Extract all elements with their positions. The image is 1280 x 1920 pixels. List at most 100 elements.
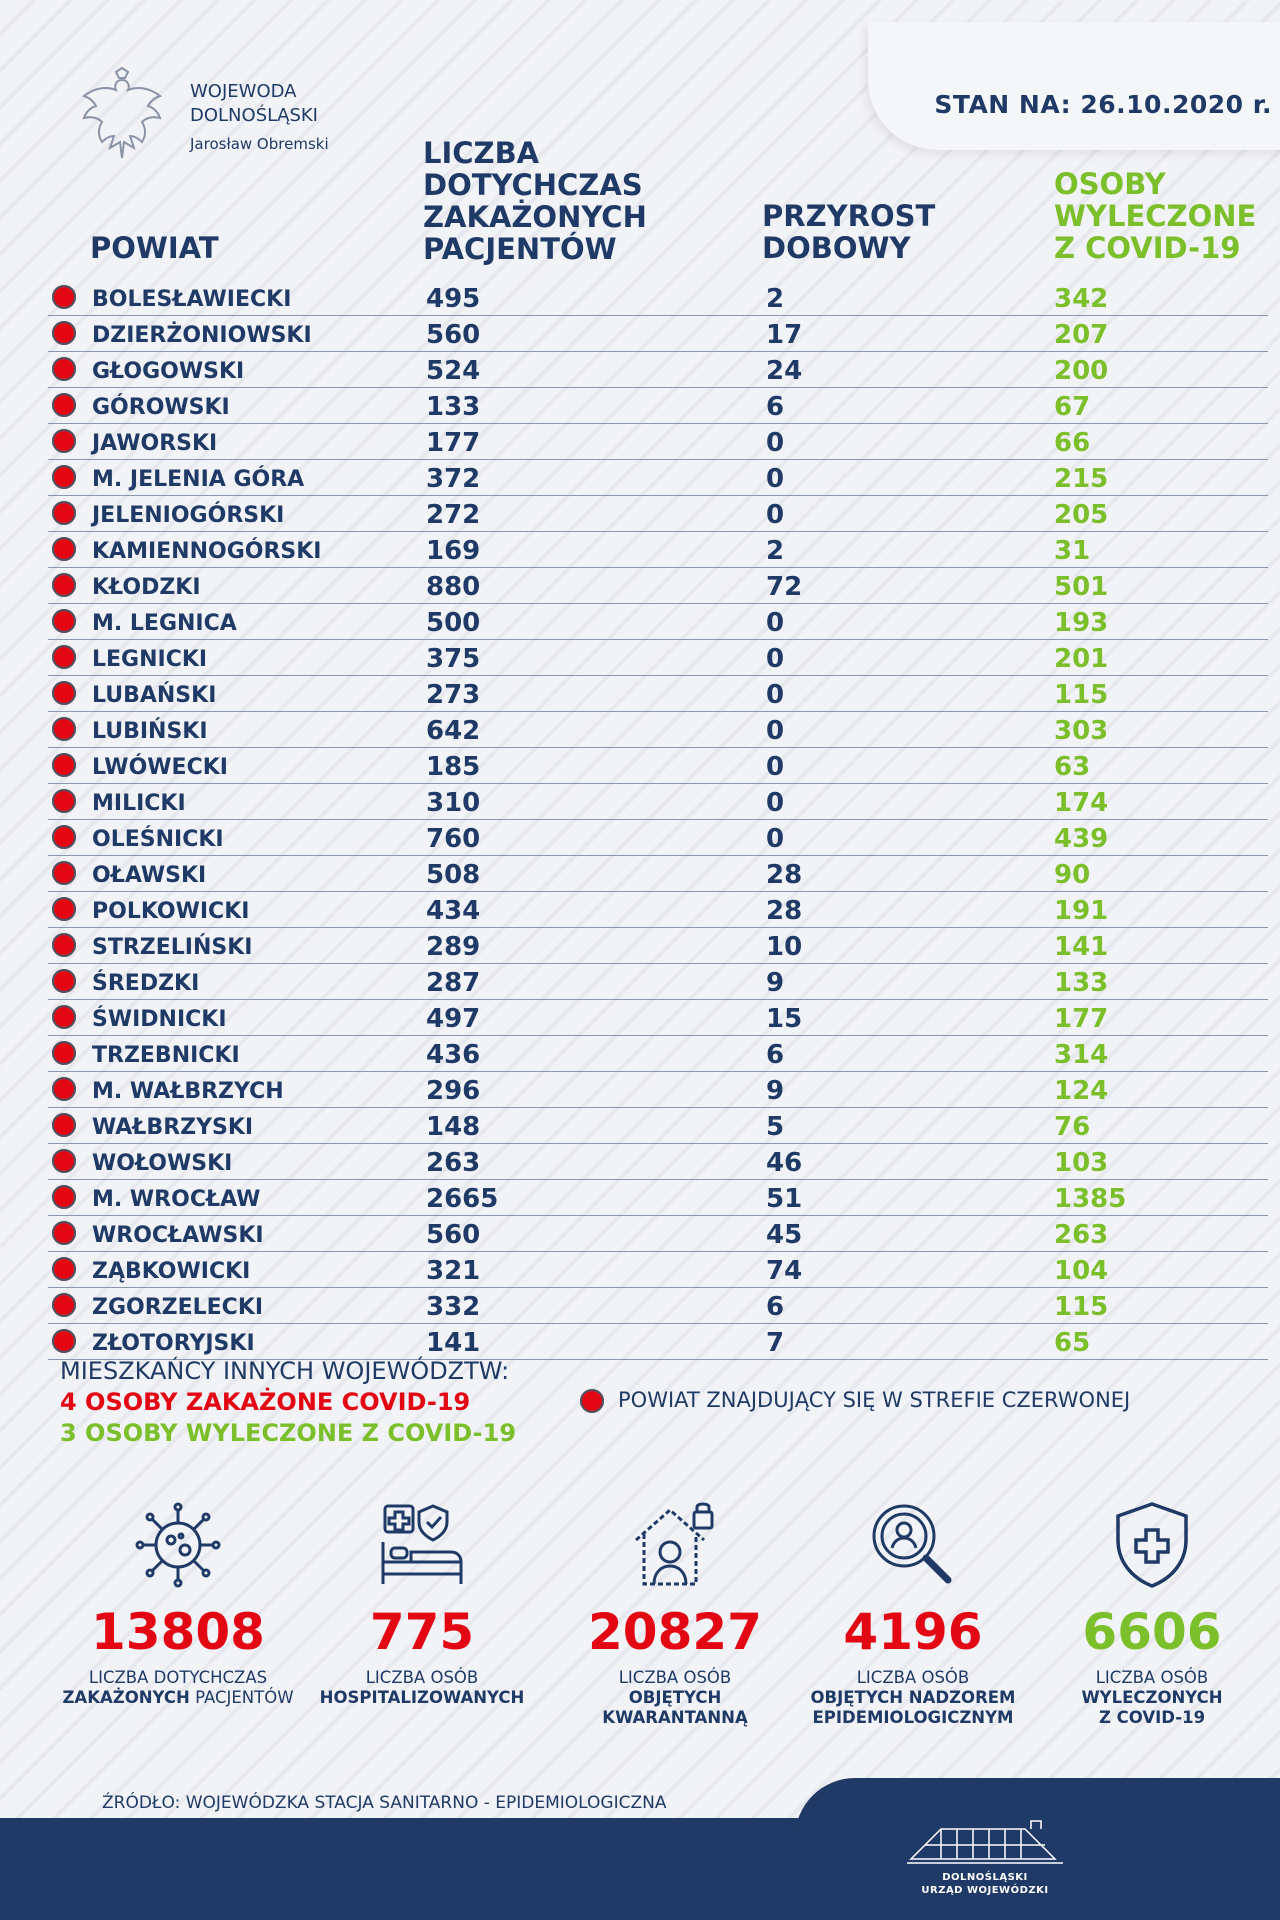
increase-value: 0 — [766, 716, 785, 746]
issuer-block: WOJEWODA DOLNOŚLĄSKI Jarosław Obremski — [190, 80, 329, 156]
increase-value: 0 — [766, 428, 785, 458]
powiat-name: GÓROWSKI — [92, 395, 230, 420]
stat-label-bold: ZAKAŻONYCH — [62, 1688, 190, 1707]
red-zone-dot-icon — [52, 285, 76, 309]
red-zone-dot-icon — [52, 429, 76, 453]
powiat-name: WOŁOWSKI — [92, 1151, 233, 1176]
powiat-name: M. WROCŁAW — [92, 1187, 261, 1212]
stat-surveillance: 4196 LICZBA OSÓB OBJĘTYCH NADZOREM EPIDE… — [793, 1500, 1033, 1728]
increase-value: 0 — [766, 680, 785, 710]
other-title: MIESZKAŃCY INNYCH WOJEWÓDZTW: — [60, 1357, 510, 1385]
increase-value: 0 — [766, 644, 785, 674]
powiat-name: LUBIŃSKI — [92, 719, 208, 744]
red-zone-dot-icon — [52, 573, 76, 597]
stat-hospitalized-label: LICZBA OSÓB HOSPITALIZOWANYCH — [302, 1668, 542, 1708]
powiat-name: TRZEBNICKI — [92, 1043, 240, 1068]
header-recovered: OSOBY WYLECZONE Z COVID-19 — [1054, 168, 1256, 264]
increase-value: 28 — [766, 860, 803, 890]
table-row: ŚREDZKI 287 9 133 — [48, 964, 1268, 1000]
cases-value: 141 — [426, 1328, 481, 1358]
table-row: STRZELIŃSKI 289 10 141 — [48, 928, 1268, 964]
stat-surveillance-value: 4196 — [843, 1603, 983, 1661]
header-recovered-line: WYLECZONE — [1054, 199, 1257, 233]
increase-value: 24 — [766, 356, 803, 386]
cases-value: 296 — [426, 1076, 481, 1106]
recovered-value: 115 — [1054, 1292, 1109, 1322]
cases-value: 185 — [426, 752, 481, 782]
table-row: OŁAWSKI 508 28 90 — [48, 856, 1268, 892]
powiat-name: M. LEGNICA — [92, 611, 237, 636]
red-zone-dot-icon — [580, 1389, 604, 1413]
table-row: KŁODZKI 880 72 501 — [48, 568, 1268, 604]
header-increase-line: DOBOWY — [762, 231, 911, 265]
red-zone-dot-icon — [52, 537, 76, 561]
cases-value: 500 — [426, 608, 481, 638]
stat-surveillance-label: LICZBA OSÓB OBJĘTYCH NADZOREM EPIDEMIOLO… — [793, 1668, 1033, 1728]
powiat-name: GŁOGOWSKI — [92, 359, 245, 384]
recovered-value: 67 — [1054, 392, 1091, 422]
building-logo-icon — [907, 1820, 1063, 1864]
recovered-value: 1385 — [1054, 1184, 1127, 1214]
increase-value: 45 — [766, 1220, 803, 1250]
increase-value: 6 — [766, 1292, 785, 1322]
other-recovered: 3 OSOBY WYLECZONE Z COVID-19 — [60, 1419, 517, 1447]
table-row: DZIERŻONIOWSKI 560 17 207 — [48, 316, 1268, 352]
powiat-name: ZĄBKOWICKI — [92, 1259, 251, 1284]
red-zone-dot-icon — [52, 321, 76, 345]
red-zone-dot-icon — [52, 1113, 76, 1137]
cases-value: 372 — [426, 464, 481, 494]
recovered-value: 66 — [1054, 428, 1091, 458]
powiat-name: JAWORSKI — [92, 431, 218, 456]
increase-value: 0 — [766, 752, 785, 782]
powiat-name: ŚWIDNICKI — [92, 1007, 227, 1032]
increase-value: 0 — [766, 500, 785, 530]
red-zone-dot-icon — [52, 645, 76, 669]
shield-cross-icon — [1116, 1502, 1188, 1588]
magnifier-person-icon — [872, 1504, 952, 1584]
recovered-value: 207 — [1054, 320, 1109, 350]
powiat-name: LEGNICKI — [92, 647, 208, 672]
recovered-value: 65 — [1054, 1328, 1091, 1358]
increase-value: 9 — [766, 1076, 785, 1106]
table-row: ZGORZELECKI 332 6 115 — [48, 1288, 1268, 1324]
footer-logo-line2: URZĄD WOJEWÓDZKI — [921, 1885, 1049, 1896]
powiat-table: BOLESŁAWIECKI 495 2 342 DZIERŻONIOWSKI 560 17 2… — [48, 280, 1268, 1360]
other-infected: 4 OSOBY ZAKAŻONE COVID-19 — [60, 1388, 471, 1416]
cases-value: 495 — [426, 284, 481, 314]
stat-label-bold: EPIDEMIOLOGICZNYM — [812, 1708, 1014, 1727]
footer-logo-line1: DOLNOŚLĄSKI — [942, 1872, 1028, 1883]
powiat-name: ZGORZELECKI — [92, 1295, 264, 1320]
recovered-value: 133 — [1054, 968, 1109, 998]
date-label: STAN NA: 26.10.2020 r. — [934, 90, 1272, 119]
red-zone-dot-icon — [52, 465, 76, 489]
stat-label-line: LICZBA OSÓB — [365, 1668, 479, 1687]
recovered-value: 263 — [1054, 1220, 1109, 1250]
powiat-name: MILICKI — [92, 791, 186, 816]
house-person-icon — [635, 1502, 714, 1586]
table-row: LUBIŃSKI 642 0 303 — [48, 712, 1268, 748]
red-zone-dot-icon — [52, 1005, 76, 1029]
powiat-name: WAŁBRZYSKI — [92, 1115, 254, 1140]
table-row: ŚWIDNICKI 497 15 177 — [48, 1000, 1268, 1036]
header-cases-line: ZAKAŻONYCH — [423, 200, 647, 234]
powiat-name: M. JELENIA GÓRA — [92, 467, 305, 492]
table-row: WROCŁAWSKI 560 45 263 — [48, 1216, 1268, 1252]
cases-value: 880 — [426, 572, 481, 602]
table-row: GÓROWSKI 133 6 67 — [48, 388, 1268, 424]
recovered-value: 124 — [1054, 1076, 1109, 1106]
cases-value: 375 — [426, 644, 481, 674]
recovered-value: 104 — [1054, 1256, 1109, 1286]
table-row: M. WROCŁAW 2665 51 1385 — [48, 1180, 1268, 1216]
recovered-value: 200 — [1054, 356, 1109, 386]
increase-value: 7 — [766, 1328, 785, 1358]
virus-icon — [135, 1502, 221, 1588]
date-tab: STAN NA: 26.10.2020 r. — [868, 22, 1280, 150]
red-zone-dot-icon — [52, 1293, 76, 1317]
cases-value: 508 — [426, 860, 481, 890]
stat-label-bold: KWARANTANNĄ — [602, 1708, 748, 1727]
cases-value: 321 — [426, 1256, 481, 1286]
recovered-value: 177 — [1054, 1004, 1109, 1034]
cases-value: 760 — [426, 824, 481, 854]
table-row: LWÓWECKI 185 0 63 — [48, 748, 1268, 784]
red-zone-dot-icon — [52, 933, 76, 957]
